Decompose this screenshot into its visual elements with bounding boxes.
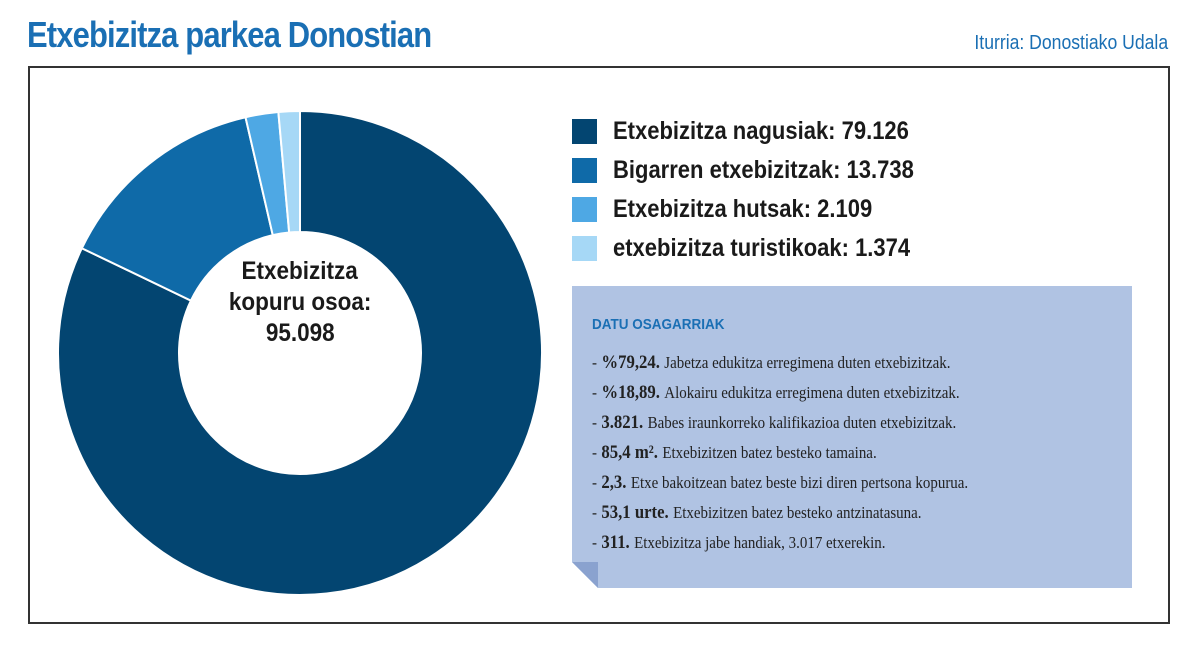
legend-item-hutsak: Etxebizitza hutsak: 2.109 (572, 190, 955, 229)
slice-nagusiak (57, 109, 543, 596)
legend-label: etxebizitza turistikoak: 1.374 (613, 234, 911, 262)
slice-turistikoak (277, 109, 301, 234)
center-label-line-1: Etxebizitza (241, 256, 359, 285)
info-item-value: 85,4 m². (601, 442, 658, 463)
donut-center-label: Etxebizitza kopuru osoa: 95.098 (180, 232, 420, 372)
legend-swatch (572, 197, 597, 222)
info-item: -311. Etxebizitza jabe handiak, 3.017 etx… (592, 532, 886, 553)
legend-swatch (572, 158, 597, 183)
slice-bigarren (80, 116, 274, 302)
legend-label: Etxebizitza hutsak: 2.109 (613, 195, 873, 223)
info-item-text: Etxebizitza jabe handiak, 3.017 etxereki… (634, 533, 886, 552)
info-item: -85,4 m². Etxebizitzen batez besteko tama… (592, 442, 877, 463)
info-item-text: Etxebizitzen batez besteko antzinatasuna… (673, 503, 922, 522)
legend-swatch (572, 236, 597, 261)
center-label-total: 95.098 (265, 318, 335, 347)
info-item: -3.821. Babes iraunkorreko kalifikazioa d… (592, 412, 957, 433)
info-item-text: Babes iraunkorreko kalifikazioa duten et… (647, 413, 957, 432)
page-title: Etxebizitza parkea Donostian (27, 14, 432, 55)
info-item: -53,1 urte. Etxebizitzen batez besteko an… (592, 502, 922, 523)
legend-swatch (572, 119, 597, 144)
legend: Etxebizitza nagusiak: 79.126 Bigarren et… (572, 112, 955, 268)
info-item-value: 2,3. (601, 472, 627, 493)
info-item-value: 311. (601, 532, 630, 553)
info-list: - %79,24. Jabetza edukitza erregimena dute… (592, 348, 1132, 558)
info-item-text: Jabetza edukitza erregimena duten etxebi… (664, 353, 951, 372)
donut-hole (180, 233, 420, 473)
legend-item-nagusiak: Etxebizitza nagusiak: 79.126 (572, 112, 955, 151)
legend-label: Bigarren etxebizitzak: 13.738 (613, 156, 914, 184)
info-item-value: %18,89. (601, 382, 660, 403)
center-label-line-2: kopuru osoa: (228, 287, 372, 316)
info-item-value: %79,24. (601, 352, 660, 373)
info-item-value: 3.821. (601, 412, 644, 433)
info-item: -2,3. Etxe bakoitzean batez beste bizi di… (592, 472, 969, 493)
info-item: - %79,24. Jabetza edukitza erregimena dute… (592, 352, 951, 373)
legend-item-bigarren: Bigarren etxebizitzak: 13.738 (572, 151, 955, 190)
info-title: DATU OSAGARRIAK (592, 316, 725, 333)
info-item-text: Etxebizitzen batez besteko tamaina. (662, 443, 877, 462)
source-label: Iturria: Donostiako Udala (974, 32, 1168, 54)
info-item: - %18,89. Alokairu edukitza erregimena dut… (592, 382, 960, 403)
info-item-value: 53,1 urte. (601, 502, 669, 523)
legend-label: Etxebizitza nagusiak: 79.126 (613, 117, 909, 145)
info-box: DATU OSAGARRIAK - %79,24. Jabetza edukitza… (572, 286, 1132, 588)
info-item-text: Alokairu edukitza erregimena duten etxeb… (664, 383, 960, 402)
legend-item-turistikoak: etxebizitza turistikoak: 1.374 (572, 229, 955, 268)
info-item-text: Etxe bakoitzean batez beste bizi diren p… (630, 473, 969, 492)
